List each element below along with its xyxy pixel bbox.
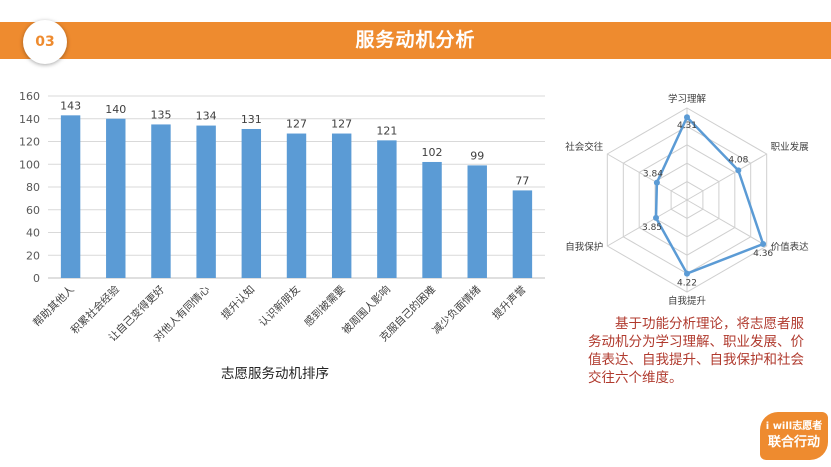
x-category-label: 提升认知 — [219, 283, 258, 322]
x-category-label: 帮助其他人 — [30, 283, 77, 330]
x-category-label: 减少负面情绪 — [430, 283, 484, 337]
bar-value-label: 127 — [331, 118, 352, 131]
radar-value-label: 4.08 — [728, 155, 748, 165]
y-tick-label: 120 — [19, 136, 40, 149]
radar-point — [760, 241, 766, 247]
bar — [468, 165, 487, 278]
header-banner: 服务动机分析 — [0, 22, 831, 59]
y-tick-label: 160 — [19, 90, 40, 103]
section-number: 03 — [35, 34, 54, 50]
radar-series-line — [656, 117, 763, 273]
bar — [242, 129, 261, 278]
radar-value-label: 4.31 — [677, 121, 697, 131]
bar-value-label: 131 — [241, 113, 262, 126]
bar-value-label: 121 — [376, 124, 397, 137]
logo-line-2: 联合行动 — [760, 434, 828, 452]
bar — [287, 134, 306, 278]
bar-value-label: 140 — [105, 103, 126, 116]
bar — [332, 134, 351, 278]
page-title: 服务动机分析 — [0, 22, 831, 59]
radar-point — [684, 271, 690, 277]
bar — [196, 126, 215, 278]
bar — [513, 190, 532, 278]
bar-value-label: 102 — [422, 146, 443, 159]
bar-value-label: 143 — [60, 99, 81, 112]
radar-axis-label: 价值表达 — [771, 241, 810, 253]
y-tick-label: 60 — [26, 204, 40, 217]
section-number-badge: 03 — [23, 20, 67, 64]
radar-note: 基于功能分析理论，将志愿者服务动机分为学习理解、职业发展、价值表达、自我提升、自… — [588, 315, 816, 387]
bar-value-label: 99 — [470, 149, 484, 162]
bar-value-label: 77 — [515, 174, 529, 187]
bar — [151, 124, 170, 278]
radar-axis-label: 自我保护 — [565, 241, 603, 253]
bar-value-label: 134 — [196, 110, 217, 123]
radar-point — [684, 114, 690, 120]
bar-chart: 020406080100120140160143帮助其他人140积累社会经验13… — [0, 82, 560, 347]
y-tick-label: 80 — [26, 181, 40, 194]
y-tick-label: 40 — [26, 227, 40, 240]
radar-point — [654, 180, 660, 186]
x-category-label: 感到被需要 — [301, 283, 347, 329]
bar — [106, 119, 125, 278]
radar-value-label: 3.85 — [642, 223, 662, 233]
bar — [422, 162, 441, 278]
radar-axis-label: 职业发展 — [771, 141, 810, 153]
bar — [61, 115, 80, 278]
bar-value-label: 135 — [150, 108, 171, 121]
radar-axis-label: 学习理解 — [668, 93, 707, 105]
bar — [377, 140, 396, 278]
radar-value-label: 4.36 — [753, 249, 773, 259]
logo-line-1: i will志愿者 — [760, 420, 828, 434]
y-tick-label: 100 — [19, 158, 40, 171]
x-category-label: 提升声誉 — [490, 283, 529, 322]
y-tick-label: 0 — [33, 272, 40, 285]
radar-point — [735, 167, 741, 173]
y-tick-label: 20 — [26, 249, 40, 262]
radar-point — [653, 215, 659, 221]
y-tick-label: 140 — [19, 113, 40, 126]
radar-axis — [687, 154, 767, 200]
volunteer-logo: i will志愿者 联合行动 — [760, 412, 828, 460]
x-category-label: 认识新朋友 — [256, 283, 303, 330]
radar-axis-label: 社会交往 — [565, 141, 604, 153]
radar-value-label: 3.84 — [643, 170, 663, 180]
radar-axis-label: 自我提升 — [668, 295, 707, 307]
radar-value-label: 4.22 — [677, 279, 697, 289]
bar-chart-caption: 志愿服务动机排序 — [160, 362, 390, 382]
bar-value-label: 127 — [286, 118, 307, 131]
